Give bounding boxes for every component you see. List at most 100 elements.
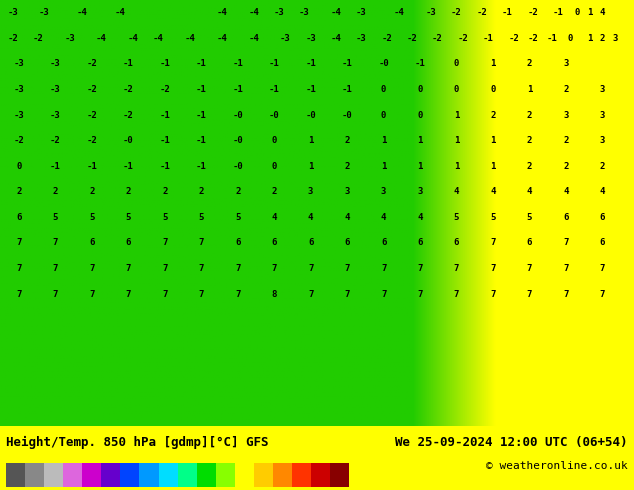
Text: -1: -1 [306,85,316,94]
Text: 7: 7 [344,290,350,298]
Text: 1: 1 [308,162,313,171]
Text: 2: 2 [490,111,496,120]
Bar [120,463,139,487]
Text: 7: 7 [417,264,423,273]
Text: -3: -3 [14,59,24,69]
Text: -3: -3 [39,8,49,17]
Text: 0: 0 [381,111,386,120]
Text: -2: -2 [87,85,97,94]
Text: -1: -1 [547,34,557,43]
Text: 2: 2 [16,187,22,196]
Text: 7: 7 [16,239,22,247]
Text: 4: 4 [308,213,313,222]
Bar [101,463,120,487]
Text: 2: 2 [563,136,569,145]
Text: -2: -2 [123,111,134,120]
Text: -0: -0 [123,136,134,145]
Text: -3: -3 [14,111,24,120]
Text: 0: 0 [454,59,459,69]
Text: 2: 2 [563,162,569,171]
Text: 7: 7 [198,264,204,273]
Text: 4: 4 [490,187,496,196]
Bar [158,463,178,487]
Text: -4: -4 [249,34,259,43]
Text: 2: 2 [563,85,569,94]
Text: 2: 2 [89,187,94,196]
Text: 5: 5 [198,213,204,222]
Text: -2: -2 [508,34,519,43]
Text: 2: 2 [53,187,58,196]
Text: 5: 5 [490,213,496,222]
Text: -2: -2 [527,8,538,17]
Text: 7: 7 [454,264,459,273]
Text: 0: 0 [490,85,496,94]
Text: 7: 7 [53,264,58,273]
Text: 1: 1 [308,136,313,145]
Text: 7: 7 [454,290,459,298]
Text: 1: 1 [587,34,592,43]
Text: 0: 0 [16,162,22,171]
Text: -2: -2 [527,34,538,43]
Bar [197,463,216,487]
Text: 7: 7 [126,290,131,298]
Bar [216,463,235,487]
Text: -1: -1 [483,34,493,43]
Text: -2: -2 [160,85,170,94]
Text: 2: 2 [198,187,204,196]
Text: 2: 2 [527,162,532,171]
Text: 4: 4 [271,213,277,222]
Text: 7: 7 [381,290,386,298]
Text: 7: 7 [417,290,423,298]
Text: 7: 7 [16,290,22,298]
Text: 4: 4 [454,187,459,196]
Bar [178,463,197,487]
Text: -0: -0 [378,59,389,69]
Text: -1: -1 [553,8,563,17]
Text: -4: -4 [185,34,195,43]
Text: 2: 2 [600,162,605,171]
Text: 6: 6 [600,213,605,222]
Text: -2: -2 [123,85,134,94]
Text: 7: 7 [126,264,131,273]
Text: -4: -4 [128,34,138,43]
Text: -4: -4 [77,8,87,17]
Text: -4: -4 [217,34,227,43]
Text: 6: 6 [89,239,94,247]
Text: -1: -1 [342,59,353,69]
Text: 7: 7 [527,264,532,273]
Text: -3: -3 [426,8,436,17]
Text: 2: 2 [271,187,277,196]
Text: 3: 3 [600,85,605,94]
Text: -2: -2 [87,111,97,120]
Text: -2: -2 [14,136,24,145]
Text: 7: 7 [563,239,569,247]
Text: 7: 7 [527,290,532,298]
Text: 7: 7 [162,239,167,247]
Text: -1: -1 [160,162,170,171]
Text: 5: 5 [235,213,240,222]
Text: 1: 1 [527,85,532,94]
Text: 0: 0 [417,111,423,120]
Text: 7: 7 [162,290,167,298]
Text: 2: 2 [344,162,350,171]
Bar [82,463,101,487]
Text: -4: -4 [96,34,107,43]
Text: -1: -1 [196,85,207,94]
Text: -1: -1 [87,162,97,171]
Text: 7: 7 [16,264,22,273]
Text: -3: -3 [50,85,61,94]
Text: -3: -3 [14,85,24,94]
Text: 7: 7 [89,290,94,298]
Text: -1: -1 [306,59,316,69]
Bar [235,463,254,487]
Text: 6: 6 [271,239,277,247]
Text: 0: 0 [381,85,386,94]
Text: -3: -3 [274,8,284,17]
Text: 1: 1 [454,136,459,145]
Text: -2: -2 [87,136,97,145]
Text: 2: 2 [126,187,131,196]
Text: -2: -2 [33,34,43,43]
Text: -1: -1 [160,59,170,69]
Text: 7: 7 [235,290,240,298]
Text: 7: 7 [490,290,496,298]
